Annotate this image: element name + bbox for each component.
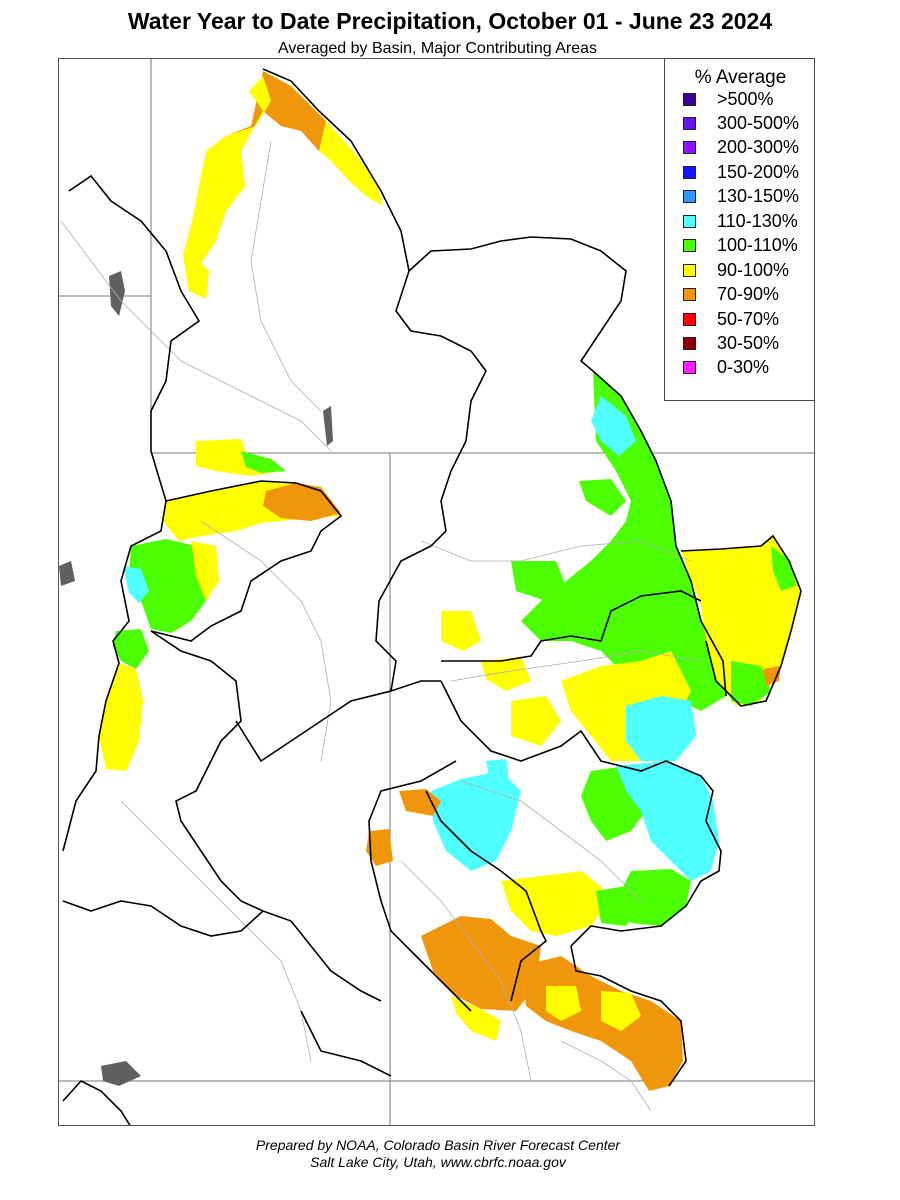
legend-swatch (683, 287, 696, 301)
legend-label: 0-30% (717, 356, 770, 377)
legend-item: 200-300% (683, 137, 799, 157)
basin-boundaries (62, 68, 802, 1125)
legend-label: >500% (717, 88, 774, 109)
legend-item: 100-110% (683, 235, 798, 255)
legend-item: 130-150% (683, 186, 799, 206)
credits-line-2: Salt Lake City, Utah, www.cbrfc.noaa.gov (310, 1154, 566, 1170)
legend-item: 0-30% (683, 357, 769, 377)
map-canvas (59, 59, 814, 1125)
legend-swatch (683, 336, 696, 350)
legend-label: 50-70% (717, 308, 780, 329)
credits: Prepared by NOAA, Colorado Basin River F… (0, 1137, 876, 1171)
legend-item: >500% (683, 89, 774, 109)
legend-label: 200-300% (717, 136, 800, 157)
legend-swatch (683, 92, 696, 106)
legend-swatch (683, 360, 696, 374)
legend-label: 130-150% (717, 185, 800, 206)
legend-item: 150-200% (683, 162, 799, 182)
legend-label: 90-100% (717, 259, 790, 280)
legend-label: 70-90% (717, 283, 780, 304)
legend-swatch (683, 165, 696, 179)
legend-swatch (683, 116, 696, 130)
legend-swatch (683, 140, 696, 154)
credits-line-1: Prepared by NOAA, Colorado Basin River F… (255, 1137, 621, 1153)
legend-item: 110-130% (683, 211, 798, 231)
legend-item: 50-70% (683, 309, 779, 329)
legend-item: 300-500% (683, 113, 799, 133)
legend-swatch (683, 238, 696, 252)
legend-item: 90-100% (683, 260, 789, 280)
legend: % Average >500% 300-500% 200-300% 150-20… (664, 58, 815, 401)
legend-swatch (683, 189, 696, 203)
legend-item: 30-50% (683, 333, 779, 353)
map-subtitle: Averaged by Basin, Major Contributing Ar… (278, 40, 597, 57)
legend-label: 150-200% (717, 161, 800, 182)
legend-swatch (683, 214, 696, 228)
legend-swatch (683, 312, 696, 326)
lakes (59, 271, 333, 1086)
legend-item: 70-90% (683, 284, 779, 304)
precip-shading (99, 71, 801, 1091)
legend-label: 300-500% (717, 112, 800, 133)
legend-label: 30-50% (717, 332, 780, 353)
legend-title: % Average (694, 67, 787, 88)
rivers (60, 140, 702, 1112)
legend-swatch (683, 263, 696, 277)
map-title: Water Year to Date Precipitation, Octobe… (127, 8, 773, 34)
legend-label: 110-130% (717, 210, 798, 231)
legend-label: 100-110% (717, 234, 798, 255)
state-boundaries (59, 59, 814, 1125)
